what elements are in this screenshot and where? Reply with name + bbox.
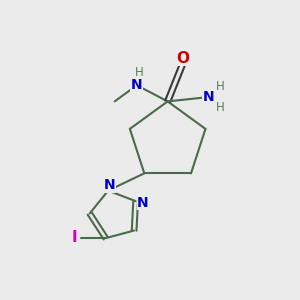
- Text: N: N: [203, 90, 215, 104]
- Text: H: H: [216, 101, 224, 114]
- Text: N: N: [137, 196, 149, 210]
- Text: O: O: [176, 51, 190, 66]
- Text: H: H: [216, 80, 224, 93]
- Text: H: H: [135, 66, 144, 80]
- Text: N: N: [131, 78, 142, 92]
- Text: I: I: [71, 230, 77, 245]
- Text: N: N: [104, 178, 116, 192]
